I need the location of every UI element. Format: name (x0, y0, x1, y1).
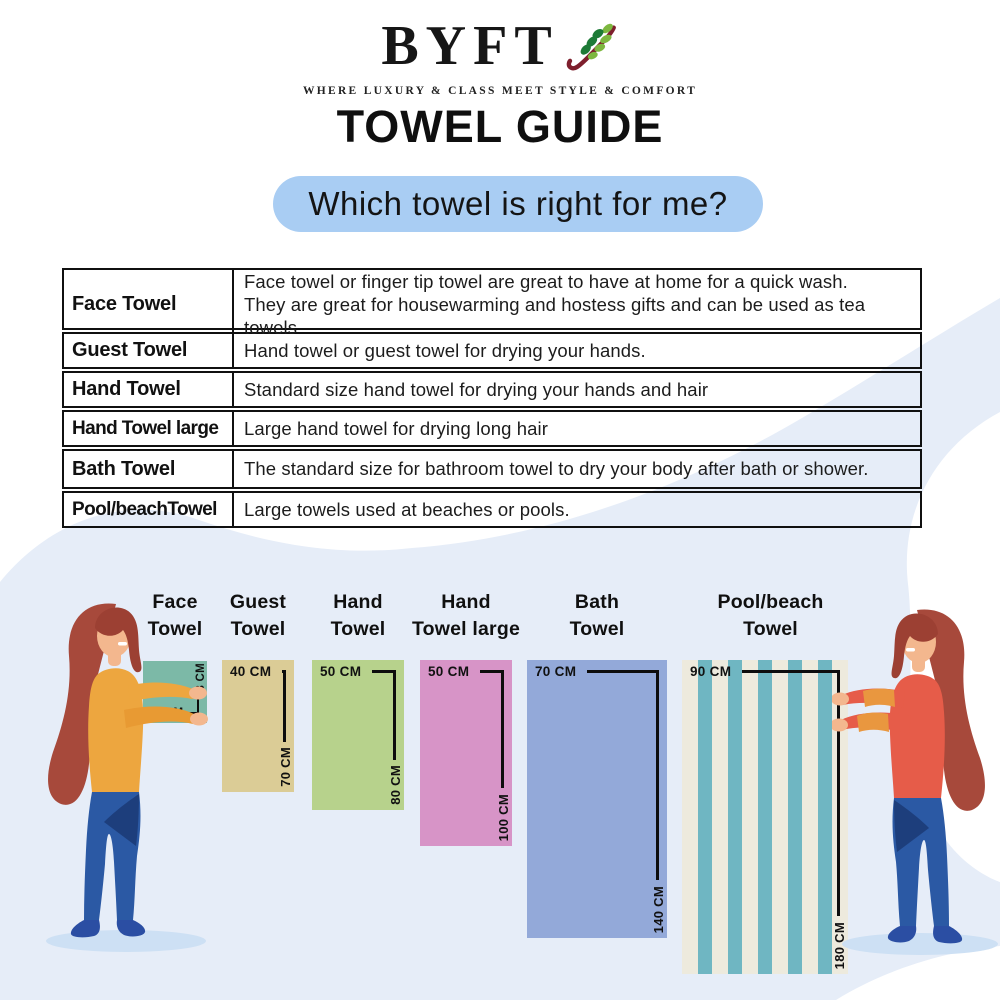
dimension-line-vertical (501, 670, 504, 788)
dimension-line-vertical (393, 670, 396, 760)
label-line: Bath (574, 591, 620, 613)
towel-name-cell: Hand Towel (64, 373, 234, 406)
towel-hand-large-swatch: 50 CM 100 CM (420, 660, 512, 846)
label-line: Towel (569, 618, 625, 641)
towel-description-cell: The standard size for bathroom towel to … (244, 458, 869, 480)
towel-bath-swatch: 70 CM 140 CM (527, 660, 667, 938)
label-line: Towel large (411, 618, 521, 641)
towel-width-label: 70 CM (535, 664, 577, 679)
brand-name: BYFT (381, 15, 559, 77)
leaf-branch-icon (566, 23, 616, 71)
towel-width-label: 50 CM (320, 664, 362, 679)
label-line: Towel (230, 618, 286, 641)
label-line: Guest (229, 591, 287, 613)
dimension-line-horizontal (587, 670, 659, 673)
table-row: Pool/beachTowel Large towels used at bea… (62, 491, 922, 528)
towel-description-cell: Hand towel or guest towel for drying you… (244, 339, 646, 361)
towel-pool-beach-swatch: 90 CM 180 CM (682, 660, 848, 974)
brand-logo: BYFT (0, 18, 1000, 74)
label-line: Towel (330, 618, 386, 641)
woman-right-illustration (832, 609, 998, 955)
towel-width-label: 40 CM (230, 664, 272, 679)
towel-name-cell: Guest Towel (64, 334, 234, 367)
towel-name-cell: Bath Towel (64, 451, 234, 487)
dimension-line-horizontal (742, 670, 840, 673)
table-row: Hand Towel large Large hand towel for dr… (62, 410, 922, 447)
dimension-line-vertical (283, 670, 286, 742)
dimension-line-vertical (196, 699, 199, 714)
label-line: Hand (441, 591, 491, 613)
table-row: Face Towel Face towel or finger tip towe… (62, 268, 922, 340)
table-row: Guest Towel Hand towel or guest towel fo… (62, 332, 922, 369)
towel-width-label: 50 CM (428, 664, 470, 679)
dimension-line-horizontal (372, 670, 396, 673)
dimension-line-vertical (837, 670, 840, 916)
towel-length-label: 70 CM (278, 747, 293, 787)
towel-name-cell: Face Towel (64, 270, 234, 340)
dimension-line-vertical (656, 670, 659, 880)
dimension-line-horizontal (480, 670, 504, 673)
size-column-label-hand: Hand Towel (283, 589, 433, 644)
towel-length-label: 100 CM (496, 793, 511, 841)
size-column-label-guest: Guest Towel (183, 589, 333, 644)
towel-description-cell: Face towel or finger tip towel are great… (244, 271, 866, 339)
towel-hand-swatch: 50 CM 80 CM (312, 660, 404, 810)
towel-description-cell: Large towels used at beaches or pools. (244, 498, 570, 520)
woman-left-illustration (46, 603, 208, 952)
towel-guest-swatch: 40 CM 70 CM (222, 660, 294, 792)
label-line: Pool/beach (717, 591, 824, 613)
towel-name-cell: Pool/beachTowel (64, 493, 234, 526)
size-column-label-face: Face Towel (100, 589, 250, 644)
page-title: TOWEL GUIDE (336, 101, 664, 152)
table-row: Bath Towel The standard size for bathroo… (62, 449, 922, 489)
label-line: Hand (333, 591, 383, 613)
label-line: Face (152, 591, 198, 613)
towel-width-label: 90 CM (690, 664, 732, 679)
label-line: Towel (743, 618, 798, 641)
towel-length-label: 140 CM (651, 885, 666, 933)
towel-description-cell: Large hand towel for drying long hair (244, 417, 548, 439)
table-row: Hand Towel Standard size hand towel for … (62, 371, 922, 408)
question-banner-text: Which towel is right for me? (308, 185, 728, 222)
ground-shadow (842, 933, 998, 955)
size-column-label-hand-large: Hand Towel large (391, 589, 541, 644)
towel-length-label: 80 CM (388, 765, 403, 805)
size-column-label-pool-beach: Pool/beach Towel (688, 589, 853, 644)
question-banner: Which towel is right for me? (273, 176, 763, 232)
label-line: Towel (147, 618, 203, 641)
towel-guide-table: Face Towel Face towel or finger tip towe… (62, 268, 922, 530)
towel-description-cell: Standard size hand towel for drying your… (244, 378, 709, 400)
size-column-label-bath: Bath Towel (522, 589, 672, 644)
towel-name-cell: Hand Towel large (64, 412, 234, 445)
brand-tagline: WHERE LUXURY & CLASS MEET STYLE & COMFOR… (302, 85, 698, 97)
